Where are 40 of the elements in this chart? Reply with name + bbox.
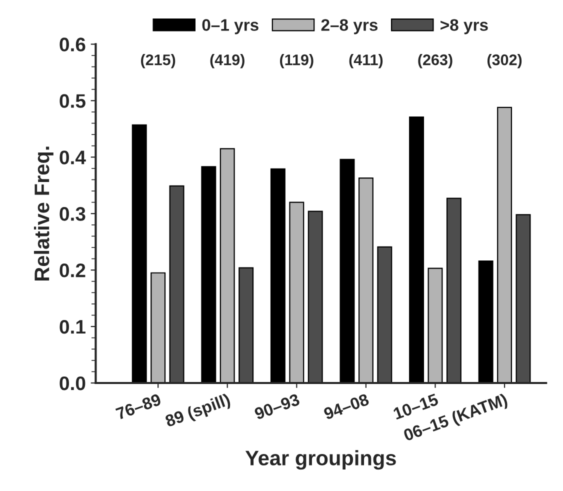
bar: [516, 214, 531, 383]
annotation: (419): [210, 54, 244, 68]
bar: [169, 185, 184, 383]
x-tick-label: 89 (spill): [164, 392, 232, 430]
annotation: (119): [280, 54, 314, 68]
x-tick-label: 94–08: [323, 393, 370, 420]
bar: [150, 272, 166, 383]
bar: [446, 198, 462, 383]
legend-label: >8 yrs: [440, 19, 488, 34]
y-tick-label: 0.3: [60, 207, 86, 221]
bar: [478, 260, 494, 383]
bar: [132, 124, 147, 383]
y-axis-title: Relative Freq.: [34, 146, 54, 280]
annotation: (215): [141, 54, 176, 68]
bar: [377, 246, 392, 383]
bar: [497, 106, 512, 383]
bar: [308, 210, 323, 383]
legend-label: 0–1 yrs: [202, 19, 258, 34]
bar: [220, 148, 235, 383]
y-tick-label: 0.1: [60, 320, 86, 334]
annotation: (411): [349, 54, 383, 68]
x-tick-label: 90–93: [254, 393, 300, 420]
y-tick-label: 0.5: [60, 94, 86, 108]
bar: [340, 158, 355, 383]
bar: [238, 267, 254, 383]
y-tick-label: 0.2: [60, 264, 86, 278]
y-tick-label: 0.0: [60, 376, 86, 390]
bar: [428, 268, 443, 383]
x-tick-label: 76–89: [115, 393, 162, 420]
bar: [201, 166, 216, 383]
bar: [289, 202, 304, 383]
y-tick-label: 0.6: [60, 38, 86, 52]
annotation: (263): [418, 54, 452, 68]
bar: [358, 177, 374, 383]
y-tick-label: 0.4: [60, 150, 86, 164]
x-axis-title: Year groupings: [245, 450, 396, 470]
bar: [270, 168, 286, 383]
bar: [409, 116, 424, 383]
legend-label: 2–8 yrs: [321, 19, 378, 34]
annotation: (302): [487, 54, 522, 68]
